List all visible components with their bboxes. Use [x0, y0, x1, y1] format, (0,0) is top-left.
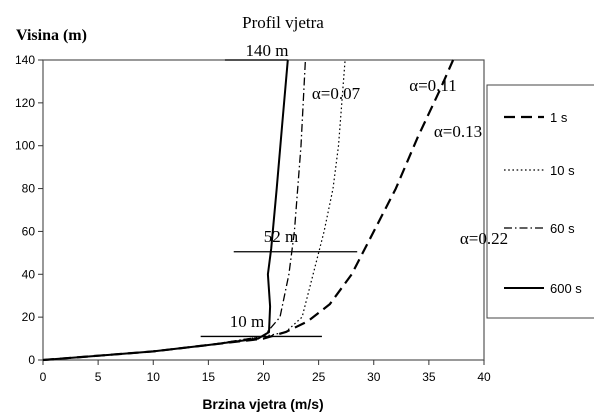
y-tick-label: 100 [15, 139, 35, 153]
annotation-alpha-011: α=0.11 [409, 76, 457, 95]
series-line [42, 59, 346, 361]
x-tick-label: 0 [40, 370, 47, 384]
series-line [42, 59, 289, 361]
legend-entry-label: 1 s [550, 110, 568, 125]
y-tick-label: 0 [28, 353, 35, 367]
x-tick-label: 5 [95, 370, 102, 384]
chart-title: Profil vjetra [242, 13, 324, 32]
x-tick-label: 30 [367, 370, 381, 384]
y-tick-label: 140 [15, 53, 35, 67]
x-tick-label: 35 [422, 370, 436, 384]
x-tick-label: 20 [257, 370, 271, 384]
y-tick-label: 80 [22, 182, 36, 196]
legend: 1 s 10 s 60 s 600 s [504, 110, 582, 296]
y-axis-ticks: 0 20 40 60 80 100 120 140 [15, 53, 43, 367]
series-lines [42, 59, 455, 362]
x-tick-label: 40 [477, 370, 491, 384]
y-tick-label: 20 [22, 310, 36, 324]
marker-label-52m: 52 m [264, 227, 298, 246]
legend-entry-label: 60 s [550, 221, 575, 236]
y-axis-label: Visina (m) [16, 27, 87, 44]
x-tick-label: 25 [312, 370, 326, 384]
legend-entry-label: 600 s [550, 281, 582, 296]
legend-frame [486, 84, 594, 319]
marker-label-140m: 140 m [246, 41, 289, 60]
marker-label-10m: 10 m [230, 312, 264, 331]
x-axis-label: Brzina vjetra (m/s) [202, 396, 323, 412]
x-tick-label: 15 [202, 370, 216, 384]
y-tick-label: 60 [22, 224, 36, 238]
x-tick-label: 10 [147, 370, 161, 384]
y-tick-label: 120 [15, 96, 35, 110]
annotation-alpha-013: α=0.13 [434, 122, 482, 141]
legend-entry-label: 10 s [550, 163, 575, 178]
y-tick-label: 40 [22, 267, 36, 281]
annotation-alpha-022: α=0.22 [460, 229, 508, 248]
x-axis-ticks: 0 5 10 15 20 25 30 35 40 [40, 360, 491, 384]
annotation-alpha-007: α=0.07 [312, 84, 361, 103]
series-line [42, 59, 307, 361]
